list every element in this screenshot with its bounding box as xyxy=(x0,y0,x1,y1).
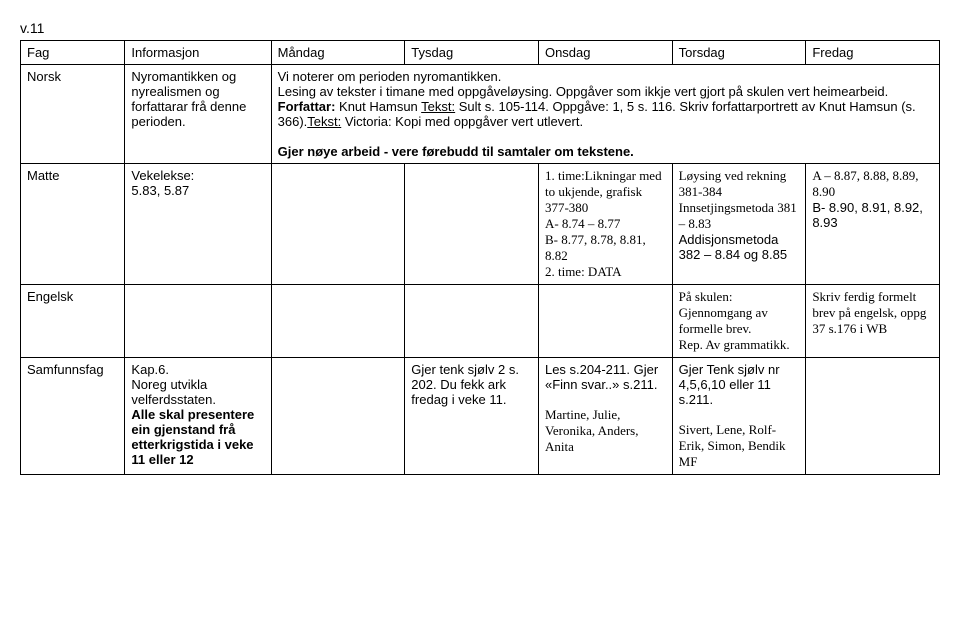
matte-info2: 5.83, 5.87 xyxy=(131,183,189,198)
header-info: Informasjon xyxy=(125,41,271,65)
engelsk-fag: Engelsk xyxy=(21,285,125,358)
engelsk-info xyxy=(125,285,271,358)
week-label: v.11 xyxy=(20,20,940,36)
header-mon: Måndag xyxy=(271,41,405,65)
norsk-tekst1-label: Tekst: xyxy=(421,99,455,114)
matte-info1: Vekelekse: xyxy=(131,168,194,183)
samf-thu-b: Sivert, Lene, Rolf-Erik, Simon, Bendik M… xyxy=(679,422,786,469)
matte-wed1: 1. time:Likningar med to ukjende, grafis… xyxy=(545,168,662,215)
samf-wed-a: Les s.204-211. Gjer «Finn svar..» s.211. xyxy=(545,362,658,392)
norsk-fag: Norsk xyxy=(21,65,125,164)
row-engelsk: Engelsk På skulen: Gjennomgang av formel… xyxy=(21,285,940,358)
header-fag: Fag xyxy=(21,41,125,65)
row-norsk: Norsk Nyromantikken og nyrealismen og fo… xyxy=(21,65,940,164)
header-wed: Onsdag xyxy=(538,41,672,65)
matte-thu: Løysing ved rekning 381-384 Innsetjingsm… xyxy=(672,164,806,285)
norsk-content: Vi noterer om perioden nyromantikken. Le… xyxy=(271,65,939,164)
engelsk-thu2: Gjennomgang av formelle brev. xyxy=(679,305,768,336)
matte-fri1: A – 8.87, 8.88, 8.89, 8.90 xyxy=(812,168,918,199)
matte-thu2: Addisjonsmetoda 382 – 8.84 og 8.85 xyxy=(679,232,787,262)
samf-info: Kap.6. Noreg utvikla velferdsstaten. All… xyxy=(125,358,271,475)
row-matte: Matte Vekelekse: 5.83, 5.87 1. time:Likn… xyxy=(21,164,940,285)
matte-thu1: Løysing ved rekning 381-384 Innsetjingsm… xyxy=(679,168,797,231)
matte-mon xyxy=(271,164,405,285)
norsk-forfattar-text: Knut Hamsun xyxy=(335,99,421,114)
samf-info-a: Kap.6. xyxy=(131,362,169,377)
samf-wed-b: Martine, Julie, Veronika, Anders, Anita xyxy=(545,407,639,454)
samf-fag: Samfunnsfag xyxy=(21,358,125,475)
header-fri: Fredag xyxy=(806,41,940,65)
engelsk-thu3: Rep. Av grammatikk. xyxy=(679,337,790,352)
matte-wed3: B- 8.77, 8.78, 8.81, 8.82 xyxy=(545,232,646,263)
engelsk-thu1: På skulen: xyxy=(679,289,733,304)
norsk-tekst2-text: Victoria: Kopi med oppgåver vert utlever… xyxy=(341,114,583,129)
engelsk-mon xyxy=(271,285,405,358)
matte-wed2: A- 8.74 – 8.77 xyxy=(545,216,620,231)
samf-thu-a: Gjer Tenk sjølv nr 4,5,6,10 eller 11 s.2… xyxy=(679,362,780,407)
header-row: Fag Informasjon Måndag Tysdag Onsdag Tor… xyxy=(21,41,940,65)
samf-tue: Gjer tenk sjølv 2 s. 202. Du fekk ark fr… xyxy=(405,358,539,475)
matte-wed4: 2. time: DATA xyxy=(545,264,622,279)
matte-fag: Matte xyxy=(21,164,125,285)
engelsk-fri: Skriv ferdig formelt brev på engelsk, op… xyxy=(806,285,940,358)
samf-wed: Les s.204-211. Gjer «Finn svar..» s.211.… xyxy=(538,358,672,475)
samf-info-b: Noreg utvikla velferdsstaten. xyxy=(131,377,216,407)
header-tue: Tysdag xyxy=(405,41,539,65)
matte-info: Vekelekse: 5.83, 5.87 xyxy=(125,164,271,285)
samf-info-c: Alle skal presentere ein gjenstand frå e… xyxy=(131,407,254,467)
samf-thu: Gjer Tenk sjølv nr 4,5,6,10 eller 11 s.2… xyxy=(672,358,806,475)
schedule-table: Fag Informasjon Måndag Tysdag Onsdag Tor… xyxy=(20,40,940,475)
engelsk-tue xyxy=(405,285,539,358)
norsk-tekst2-label: Tekst: xyxy=(307,114,341,129)
norsk-forfattar-label: Forfattar: xyxy=(278,99,336,114)
engelsk-wed xyxy=(538,285,672,358)
matte-wed: 1. time:Likningar med to ukjende, grafis… xyxy=(538,164,672,285)
samf-fri xyxy=(806,358,940,475)
engelsk-thu: På skulen: Gjennomgang av formelle brev.… xyxy=(672,285,806,358)
matte-tue xyxy=(405,164,539,285)
row-samfunnsfag: Samfunnsfag Kap.6. Noreg utvikla velferd… xyxy=(21,358,940,475)
norsk-line-b: Lesing av tekster i timane med oppgåvelø… xyxy=(278,84,889,99)
norsk-row2: Gjer nøye arbeid - vere førebudd til sam… xyxy=(278,144,634,159)
norsk-info: Nyromantikken og nyrealismen og forfatta… xyxy=(125,65,271,164)
header-thu: Torsdag xyxy=(672,41,806,65)
norsk-line-a: Vi noterer om perioden nyromantikken. xyxy=(278,69,502,84)
matte-fri2: B- 8.90, 8.91, 8.92, 8.93 xyxy=(812,200,923,230)
matte-fri: A – 8.87, 8.88, 8.89, 8.90 B- 8.90, 8.91… xyxy=(806,164,940,285)
samf-mon xyxy=(271,358,405,475)
